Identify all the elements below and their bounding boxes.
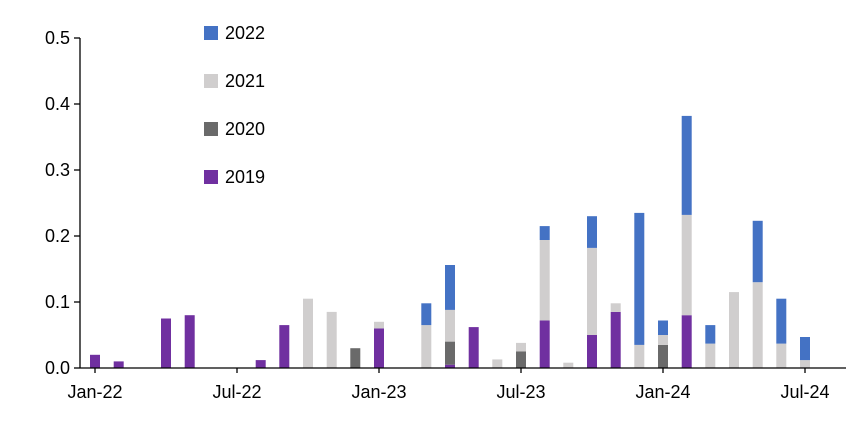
x-axis-tick-label: Jan-22 <box>67 382 122 402</box>
bar-segment-2022-Feb-24 <box>681 115 692 215</box>
bar-segment-2019-Apr-23 <box>445 364 455 368</box>
bar-segment-2021-Jul-23 <box>516 342 526 352</box>
x-axis-tick-label: Jan-23 <box>351 382 406 402</box>
bar-segment-2019-Oct-23 <box>587 335 597 368</box>
bar-segment-2022-May-24 <box>752 220 763 283</box>
bar-segment-2019-Jan-23 <box>374 328 384 368</box>
legend-swatch-2021 <box>204 74 218 88</box>
y-axis-tick-label: 0.2 <box>45 226 70 246</box>
bar-segment-2022-Jan-24 <box>658 320 668 335</box>
bar-segment-2021-May-24 <box>752 282 763 368</box>
legend-label-2019: 2019 <box>225 167 265 187</box>
bar-segment-2021-Sep-23 <box>563 362 574 368</box>
bar-segment-2021-Apr-24 <box>729 292 739 368</box>
x-axis-tick-label: Jul-22 <box>212 382 261 402</box>
y-axis-tick-label: 0.5 <box>45 28 70 48</box>
bar-segment-2021-Feb-24 <box>681 214 692 316</box>
bar-segment-2019-Feb-24 <box>681 315 692 368</box>
bar-segment-2022-Mar-24 <box>705 325 716 344</box>
bar-segment-2022-Apr-23 <box>445 265 455 310</box>
legend-item-2020: 2020 <box>204 119 265 139</box>
bar-segment-2020-Jul-23 <box>516 351 526 368</box>
legend-swatch-2020 <box>204 122 218 136</box>
bar-segment-2020-Apr-23 <box>445 341 455 365</box>
bar-segment-2019-Feb-22 <box>113 361 124 368</box>
bar-segment-2021-Jun-24 <box>776 343 787 368</box>
legend-item-2022: 2022 <box>204 23 265 43</box>
bar-segment-2021-Apr-23 <box>445 309 455 342</box>
bar-segment-2022-Jun-24 <box>776 298 787 344</box>
legend-item-2021: 2021 <box>204 71 265 91</box>
bar-segment-2021-Oct-23 <box>587 247 597 335</box>
bar-segment-2021-Dec-23 <box>634 344 645 368</box>
bar-segment-2020-Dec-22 <box>350 348 361 368</box>
bar-segment-2021-Jun-23 <box>492 359 503 368</box>
x-axis-tick-label: Jul-23 <box>496 382 545 402</box>
bar-segment-2021-Aug-23 <box>539 240 550 321</box>
y-axis-tick-label: 0.4 <box>45 94 70 114</box>
bar-segment-2021-Jul-24 <box>800 360 810 368</box>
bar-segment-2022-Aug-23 <box>539 226 550 240</box>
bar-segment-2022-Oct-23 <box>587 216 597 248</box>
legend-swatch-2022 <box>204 26 218 40</box>
legend-item-2019: 2019 <box>204 167 265 187</box>
legend-label-2020: 2020 <box>225 119 265 139</box>
bar-segment-2021-Oct-22 <box>303 298 313 368</box>
bar-segment-2019-May-22 <box>184 315 195 368</box>
bar-segment-2019-May-23 <box>468 327 479 368</box>
bar-segment-2021-Nov-22 <box>326 311 337 368</box>
bar-segment-2022-Dec-23 <box>634 212 645 345</box>
bar-segment-2022-Mar-23 <box>421 303 432 326</box>
bar-segment-2021-Jan-23 <box>374 321 384 329</box>
y-axis-tick-label: 0.3 <box>45 160 70 180</box>
bar-segment-2021-Jan-24 <box>658 335 668 345</box>
legend-label-2022: 2022 <box>225 23 265 43</box>
bar-segment-2021-Mar-23 <box>421 325 432 368</box>
bar-segment-2019-Apr-22 <box>161 318 171 368</box>
bar-segment-2021-Nov-23 <box>610 303 621 312</box>
bar-segment-2019-Aug-22 <box>255 360 266 368</box>
y-axis-tick-label: 0.1 <box>45 292 70 312</box>
bar-segment-2019-Sep-22 <box>279 325 290 368</box>
y-axis-tick-label: 0.0 <box>45 358 70 378</box>
x-axis-tick-label: Jul-24 <box>780 382 829 402</box>
bar-segment-2019-Aug-23 <box>539 320 550 368</box>
x-axis-tick-label: Jan-24 <box>635 382 690 402</box>
legend-swatch-2019 <box>204 170 218 184</box>
bar-segment-2019-Nov-23 <box>610 311 621 368</box>
bar-segment-2020-Jan-24 <box>658 344 668 368</box>
bar-segment-2021-Mar-24 <box>705 343 716 368</box>
bar-segment-2019-Jan-22 <box>90 354 100 368</box>
bar-segment-2022-Jul-24 <box>800 337 810 361</box>
legend-label-2021: 2021 <box>225 71 265 91</box>
